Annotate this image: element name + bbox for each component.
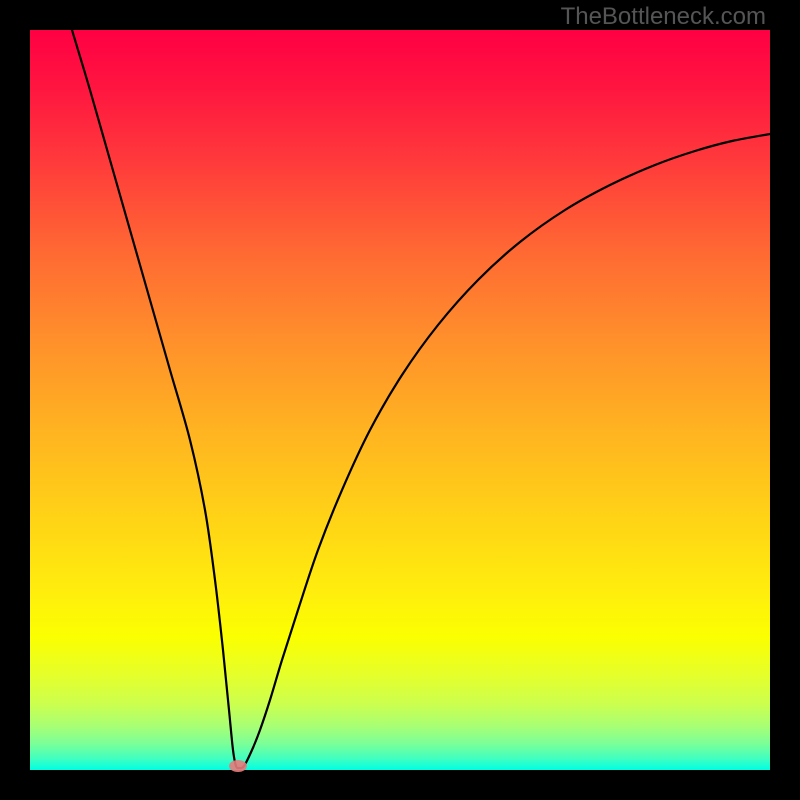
plot-area [30,30,770,770]
chart-container: TheBottleneck.com [0,0,800,800]
watermark-label: TheBottleneck.com [561,3,766,31]
minimum-marker [229,760,247,772]
bottleneck-curve [30,30,770,770]
